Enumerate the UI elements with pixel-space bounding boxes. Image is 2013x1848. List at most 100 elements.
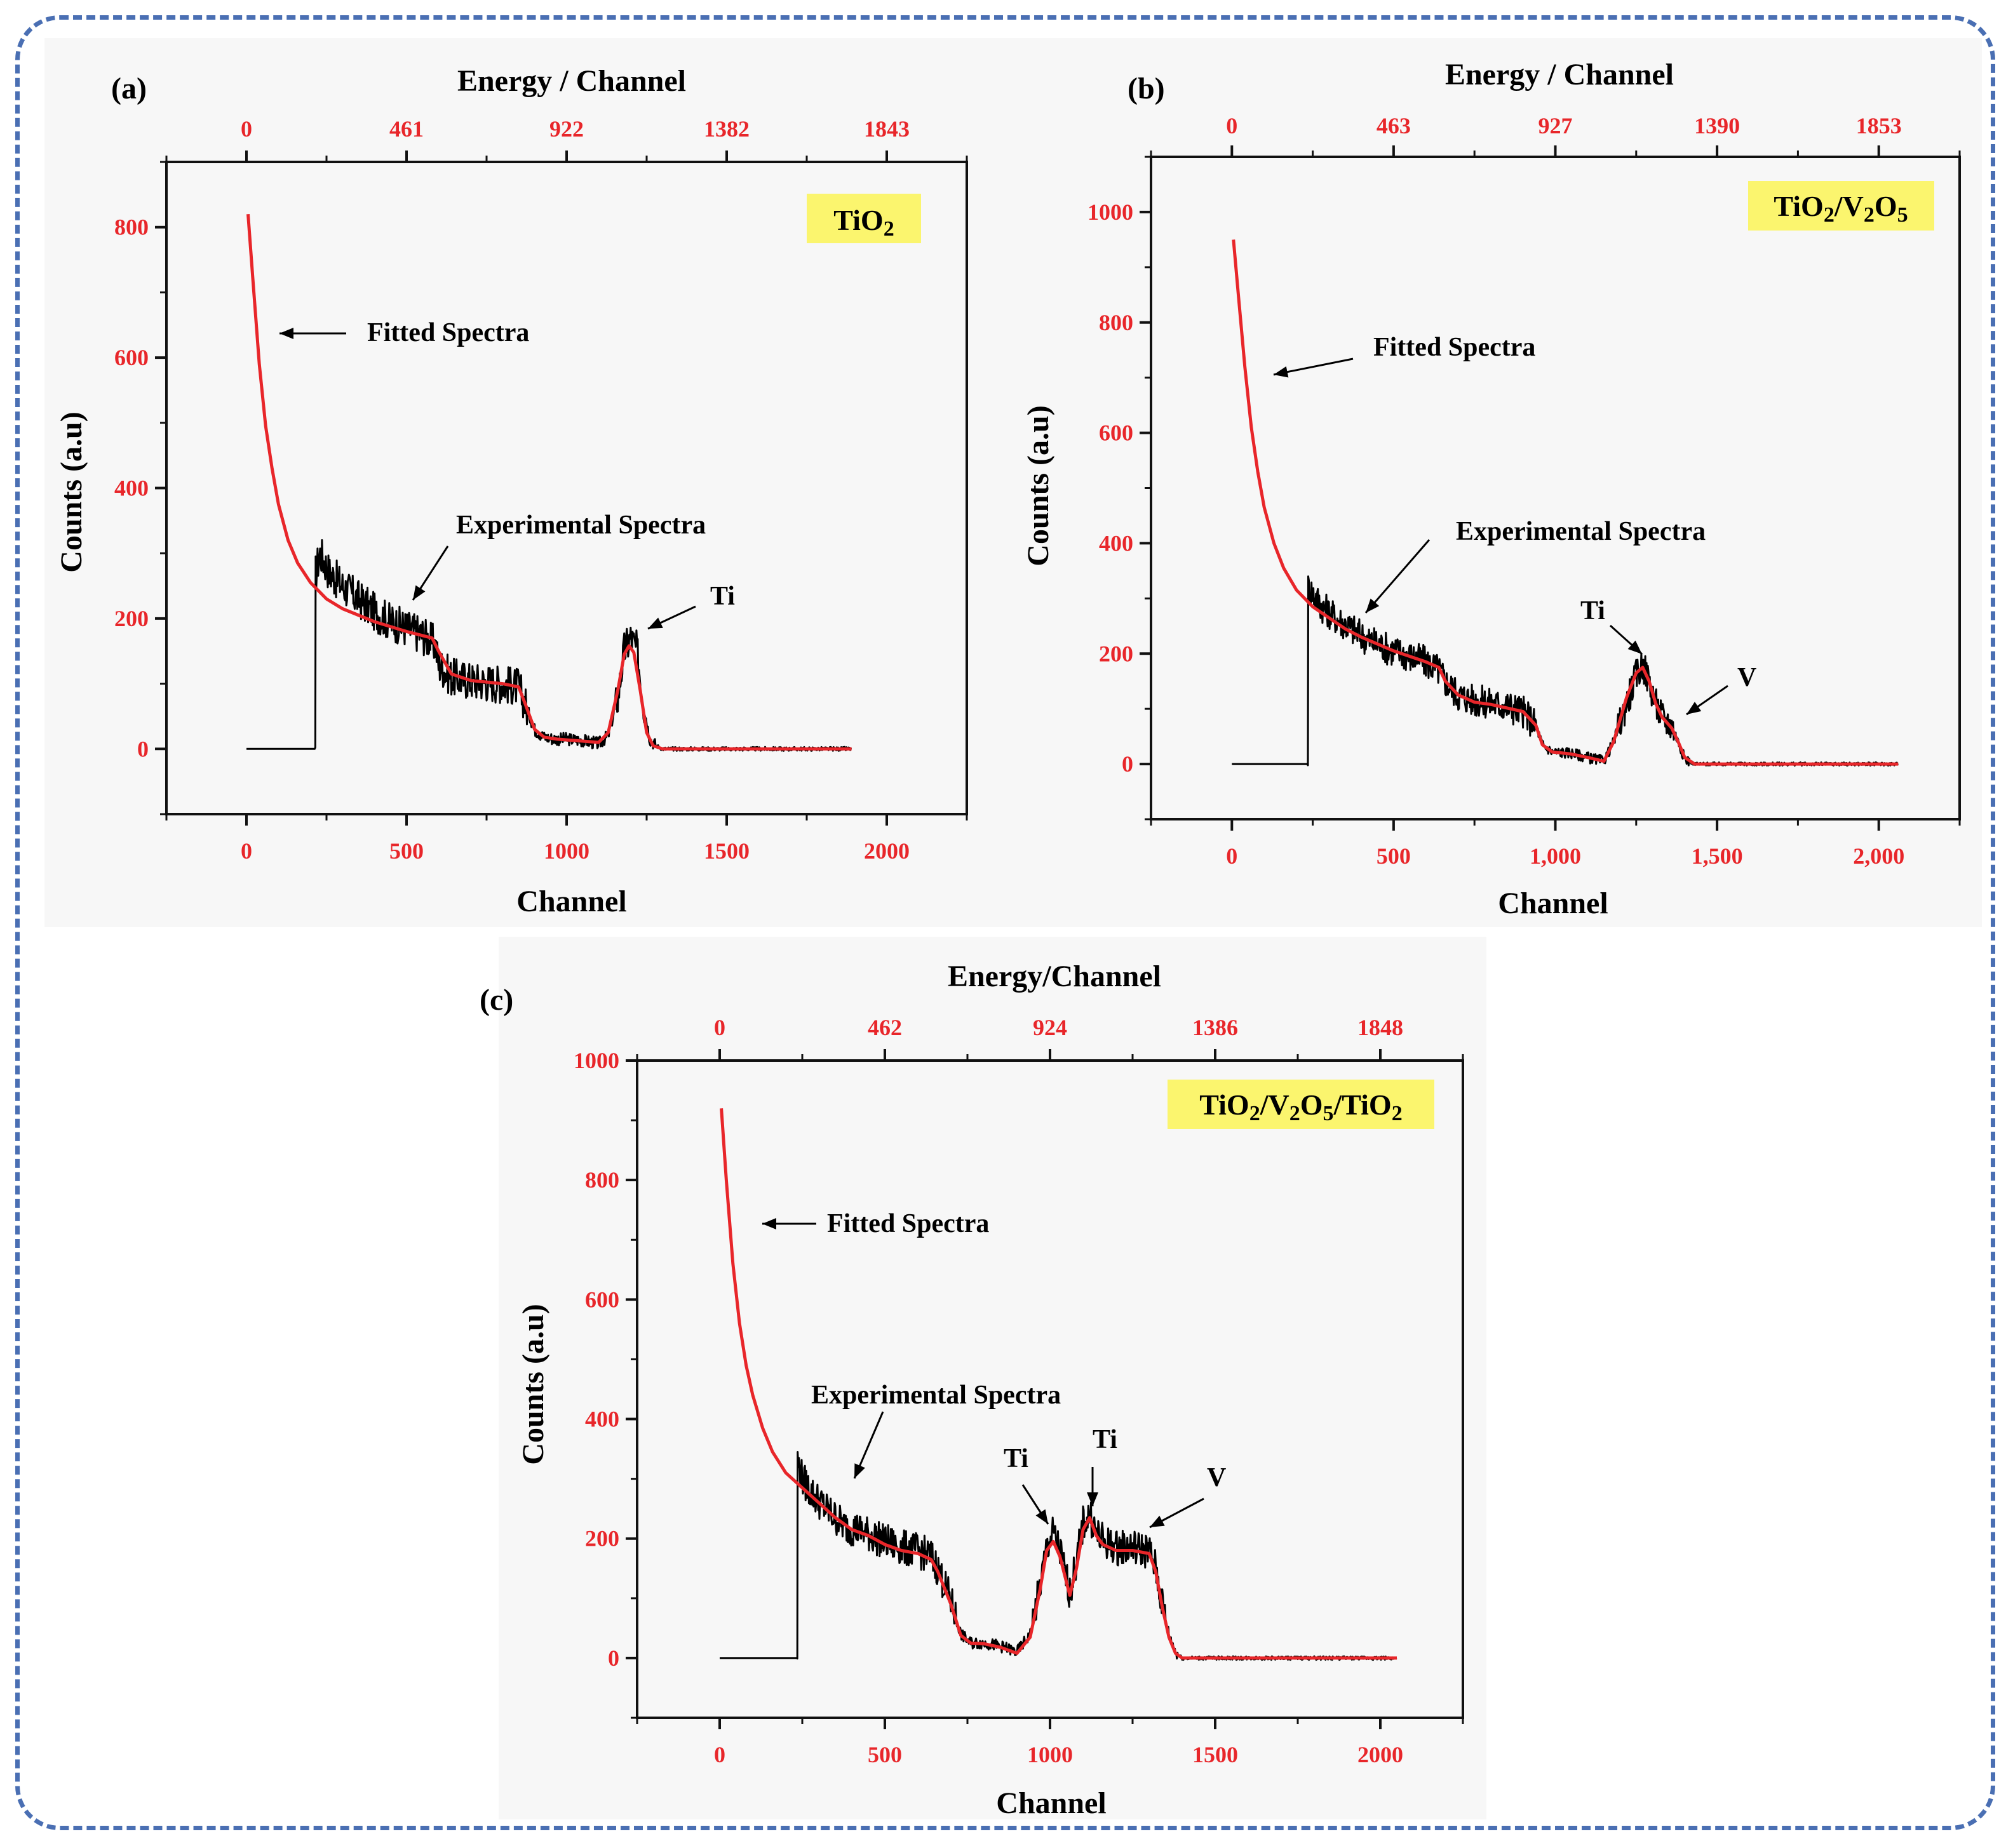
annotation-label: Ti <box>710 582 735 611</box>
y-tick-label: 800 <box>114 215 149 240</box>
panel-a-letter: (a) <box>111 72 147 105</box>
panel-c: (c) Energy/Channel 0 462 924 1386 1848 0 500 1… <box>480 937 1486 1820</box>
panel-c-x-axis-title: Channel <box>996 1786 1106 1820</box>
annotation-label: Fitted Spectra <box>1373 333 1535 362</box>
top-tick-label: 1843 <box>864 116 910 142</box>
annotation-label: Experimental Spectra <box>456 511 706 540</box>
top-tick-label: 924 <box>1033 1015 1067 1040</box>
fitted-spectrum-line <box>246 214 852 751</box>
y-tick-label: 200 <box>1099 641 1133 666</box>
annotation-label: Experimental Spectra <box>811 1381 1061 1410</box>
annotation-arrow-head <box>854 1463 865 1478</box>
y-tick-label: 0 <box>1122 751 1133 777</box>
x-tick-label: 1500 <box>704 838 750 864</box>
annotation-arrow-head <box>1627 640 1642 654</box>
x-tick-label: 0 <box>241 838 252 864</box>
top-tick-label: 0 <box>241 116 252 142</box>
x-tick-label: 2,000 <box>1853 843 1904 869</box>
annotation-arrow-head <box>1686 702 1702 714</box>
panel-c-sample-label-box <box>1168 1080 1434 1129</box>
panel-c-top-axis-title: Energy/Channel <box>948 960 1161 993</box>
annotation-label: Fitted Spectra <box>367 318 529 347</box>
panel-b-sample-label: TiO2/V2O5 <box>1774 190 1908 227</box>
top-tick-label: 0 <box>714 1015 725 1040</box>
panel-b-letter: (b) <box>1128 72 1165 105</box>
panel-a: (a) Energy / Channel 0 461 922 1382 1843 0 50… <box>44 38 1029 927</box>
y-tick-label: 600 <box>585 1287 619 1312</box>
x-tick-label: 1,000 <box>1530 843 1581 869</box>
fitted-spectrum-line <box>720 1108 1397 1660</box>
panel-a-y-axis-title: Counts (a.u) <box>55 412 88 572</box>
y-tick-label: 0 <box>608 1645 619 1671</box>
panel-c-letter: (c) <box>480 983 513 1017</box>
annotation-arrow-line <box>1364 539 1431 613</box>
annotation-label: Ti <box>1580 596 1605 626</box>
annotation-label: V <box>1737 663 1756 692</box>
panel-b-top-axis-title: Energy / Channel <box>1445 58 1674 91</box>
top-tick-label: 1848 <box>1357 1015 1403 1040</box>
top-tick-label: 461 <box>389 116 424 142</box>
annotation-label: Experimental Spectra <box>1456 517 1706 546</box>
top-tick-label: 462 <box>868 1015 902 1040</box>
top-tick-label: 0 <box>1226 113 1237 138</box>
annotation-arrow-head <box>413 585 426 600</box>
panel-b-background <box>1029 38 1982 927</box>
panel-c-annotations: Fitted Spectra Experimental Spectra Ti Ti V <box>762 1209 1226 1529</box>
x-tick-label: 1,500 <box>1692 843 1743 869</box>
panel-b-plot-area: 0 500 1,000 1,500 2,000 0 200 400 600 800 1000 <box>1087 145 1961 869</box>
top-tick-label: 1386 <box>1192 1015 1238 1040</box>
y-tick-label: 200 <box>114 606 149 631</box>
panel-a-x-axis-title: Channel <box>516 885 626 918</box>
annotation-arrow-head <box>1150 1515 1165 1527</box>
panel-a-top-tick-labels: 0 461 922 1382 1843 <box>241 116 910 142</box>
x-tick-label: 500 <box>1377 843 1411 869</box>
y-tick-label: 0 <box>137 736 149 761</box>
y-tick-label: 600 <box>114 345 149 370</box>
annotation-arrow-head <box>762 1218 776 1229</box>
panel-b: (b) Energy / Channel 0 463 927 1390 1853 0 50… <box>1021 38 1982 927</box>
panel-a-annotations: Fitted Spectra Experimental Spectra Ti <box>279 318 735 630</box>
panel-c-plot-area: 0 500 1000 1500 2000 0 200 400 600 800 1000 <box>574 1048 1464 1767</box>
panel-b-x-axis-title: Channel <box>1498 887 1608 920</box>
panel-a-sample-label: TiO2 <box>833 204 894 241</box>
y-tick-label: 400 <box>1099 530 1133 556</box>
x-tick-label: 0 <box>1226 843 1237 869</box>
panel-a-plot-area: 0 500 1000 1500 2000 0 200 400 600 800 <box>114 151 968 864</box>
y-tick-label: 200 <box>585 1526 619 1551</box>
y-tick-label: 1000 <box>1087 199 1133 225</box>
annotation-arrow-head <box>279 328 293 339</box>
panel-c-top-tick-labels: 0 462 924 1386 1848 <box>714 1015 1403 1040</box>
x-tick-label: 0 <box>714 1742 725 1767</box>
y-tick-label: 800 <box>1099 310 1133 335</box>
x-tick-label: 500 <box>868 1742 902 1767</box>
annotation-label: Ti <box>1004 1444 1028 1473</box>
top-tick-label: 1382 <box>704 116 750 142</box>
y-tick-label: 1000 <box>574 1048 619 1073</box>
x-tick-label: 1500 <box>1192 1742 1238 1767</box>
panel-c-y-axis-title: Counts (a.u) <box>516 1304 550 1464</box>
panel-a-sample-label-box <box>807 194 921 243</box>
annotation-arrow-head <box>1366 598 1380 613</box>
panel-c-background <box>499 937 1486 1819</box>
x-tick-label: 2000 <box>1357 1742 1403 1767</box>
annotation-label: V <box>1207 1463 1226 1492</box>
top-tick-label: 922 <box>549 116 584 142</box>
annotation-label: Fitted Spectra <box>827 1209 989 1238</box>
fitted-spectrum-line <box>1232 239 1899 766</box>
top-tick-label: 927 <box>1538 113 1573 138</box>
panel-b-annotations: Fitted Spectra Experimental Spectra Ti V <box>1273 333 1756 716</box>
panel-a-top-axis-title: Energy / Channel <box>457 64 686 98</box>
annotation-arrow-head <box>1274 366 1289 378</box>
annotation-arrow-head <box>1087 1492 1098 1506</box>
y-tick-label: 600 <box>1099 420 1133 446</box>
x-tick-label: 1000 <box>544 838 589 864</box>
top-tick-label: 1390 <box>1694 113 1740 138</box>
annotation-label: Ti <box>1093 1425 1117 1454</box>
panel-c-sample-label: TiO2/V2O5/TiO2 <box>1199 1088 1402 1125</box>
panel-b-y-axis-title: Counts (a.u) <box>1021 405 1055 566</box>
panel-a-background <box>44 38 1029 927</box>
y-tick-label: 400 <box>114 476 149 501</box>
annotation-arrow-head <box>1035 1509 1048 1524</box>
annotation-arrow-head <box>648 617 663 629</box>
